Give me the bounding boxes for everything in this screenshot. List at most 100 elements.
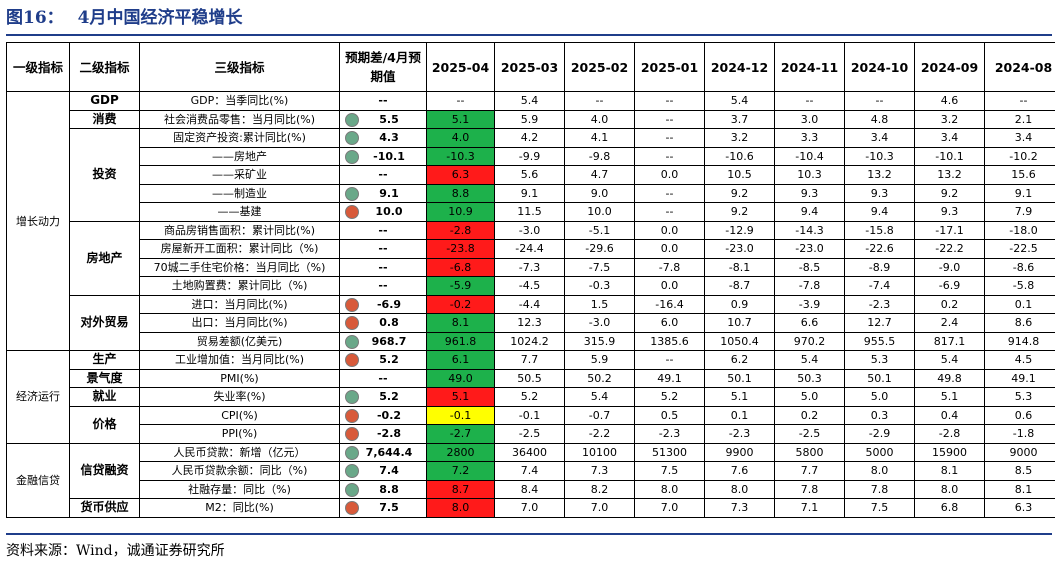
history-value: 8.5	[984, 461, 1055, 481]
figure-title: 图16： 4月中国经济平稳增长	[6, 4, 243, 32]
history-value: --	[774, 91, 845, 111]
history-value: -0.7	[564, 405, 635, 425]
table-row: 房地产 商品房销售面积：累计同比(%) -- -2.8 -3.0 -5.1 0.0 -12.9…	[7, 220, 1055, 296]
history-value: 9.3	[774, 183, 845, 203]
current-month-value: 49.0	[426, 368, 495, 388]
history-value: 11.5	[494, 202, 565, 222]
history-value: --	[634, 183, 705, 203]
table-row: 增长动力 GDP GDP：当季同比(%) -- -- 5.4 -- -- 5.4 -- -- 4.6-…	[6, 91, 1055, 351]
expectation-value: -6.9	[376, 297, 402, 311]
history-value: 0.0	[634, 239, 705, 259]
level2-indicator: 消费	[69, 109, 140, 129]
expectation-cell: 5.5	[339, 109, 427, 129]
history-value: 7.0	[494, 498, 565, 518]
history-value: 9.1	[494, 183, 565, 203]
history-value: 7.0	[564, 498, 635, 518]
history-value: 7.4	[494, 461, 565, 481]
history-value: -0.3	[564, 276, 635, 296]
table-row: ——采矿业 -- 6.3 5.6 4.7 0.0 10.5 10.3 13.2 13.2 15.6	[7, 165, 1055, 185]
history-value: 49.1	[634, 368, 705, 388]
level3-indicator: ——房地产	[139, 146, 340, 166]
table-row: 消费 社会消费品零售：当月同比(%) 5.5 5.1 5.9 4.0 -- 3.7 3.0 4.8…	[7, 109, 1055, 129]
history-value: 3.2	[914, 109, 985, 129]
history-value: -29.6	[564, 239, 635, 259]
history-value: -18.0	[984, 220, 1055, 240]
history-value: -5.1	[564, 220, 635, 240]
history-value: -8.7	[704, 276, 775, 296]
history-value: -0.1	[494, 405, 565, 425]
beat-indicator-icon	[345, 445, 359, 460]
history-value: 5.3	[844, 350, 915, 370]
header-row: 一级指标 二级指标 三级指标 预期差/4月预期值 2025-04 2025-03 2025-…	[6, 42, 1055, 92]
expectation-cell: 7.5	[339, 498, 427, 518]
history-value: -8.9	[844, 257, 915, 277]
history-value: 970.2	[774, 331, 845, 351]
current-month-value: 4.0	[426, 128, 495, 148]
history-value: 1.5	[564, 294, 635, 314]
level3-indicator: 房屋新开工面积：累计同比（%)	[139, 239, 340, 259]
history-value: 6.8	[914, 498, 985, 518]
history-value: -17.1	[914, 220, 985, 240]
history-value: -2.2	[564, 424, 635, 444]
history-value: -10.6	[704, 146, 775, 166]
history-value: 6.0	[634, 313, 705, 333]
expectation-cell: 0.8	[339, 313, 427, 333]
history-value: --	[634, 128, 705, 148]
beat-indicator-icon	[345, 112, 359, 127]
history-value: -7.8	[774, 276, 845, 296]
history-value: 4.8	[844, 109, 915, 129]
history-value: 9.3	[844, 183, 915, 203]
expectation-cell: 9.1	[339, 183, 427, 203]
history-value: 9000	[984, 442, 1055, 462]
expectation-cell: -2.8	[339, 424, 427, 444]
history-value: 3.7	[704, 109, 775, 129]
table-row: 景气度 PMI(%) -- 49.0 50.5 50.2 49.1 50.1 50.3 50.1 4…	[7, 368, 1055, 388]
history-value: 0.0	[634, 165, 705, 185]
history-value: -3.9	[774, 294, 845, 314]
history-value: 9.1	[984, 183, 1055, 203]
history-value: 10.0	[564, 202, 635, 222]
current-month-value: -10.3	[426, 146, 495, 166]
history-value: 5.1	[704, 387, 775, 407]
table-row: ——基建 10.0 10.9 11.5 10.0 -- 9.2 9.4 9.4 9.3 7.9	[7, 202, 1055, 222]
history-value: --	[634, 202, 705, 222]
column-header: 2025-01	[634, 42, 705, 92]
history-value: -12.9	[704, 220, 775, 240]
expectation-value: -0.2	[376, 408, 402, 422]
table-row: 人民币贷款余额：同比（%) 7.4 7.2 7.4 7.3 7.5 7.6 7.7 8.0 8.1…	[7, 461, 1055, 481]
expectation-value: 4.3	[379, 131, 399, 145]
history-value: 9.3	[914, 202, 985, 222]
history-value: -23.0	[774, 239, 845, 259]
level2-indicator: 对外贸易	[69, 294, 140, 351]
history-value: -2.3	[704, 424, 775, 444]
history-value: 5.3	[984, 387, 1055, 407]
history-value: 7.7	[494, 350, 565, 370]
level3-indicator: M2：同比(%)	[139, 498, 340, 518]
expectation-cell: 968.7	[339, 331, 427, 351]
current-month-value: 2800	[426, 442, 495, 462]
history-value: 49.1	[984, 368, 1055, 388]
history-value: -9.9	[494, 146, 565, 166]
history-value: 50.1	[704, 368, 775, 388]
current-month-value: 5.1	[426, 109, 495, 129]
history-value: 2.1	[984, 109, 1055, 129]
table-row: 货币供应 M2：同比(%) 7.5 8.0 7.0 7.0 7.0 7.3 7.1 7.5 6.8 6…	[7, 498, 1055, 518]
expectation-value: --	[378, 371, 388, 385]
history-value: 7.3	[704, 498, 775, 518]
table-row: 土地购置费：累计同比（%) -- -5.9 -4.5 -0.3 0.0 -8.7 -7.8 -7…	[7, 276, 1055, 296]
level3-indicator: 社会消费品零售：当月同比(%)	[139, 109, 340, 129]
level3-indicator: 工业增加值：当月同比(%)	[139, 350, 340, 370]
history-value: --	[634, 91, 705, 111]
history-value: 13.2	[914, 165, 985, 185]
history-value: 8.6	[984, 313, 1055, 333]
source-note: 资料来源：Wind，诚通证券研究所	[6, 533, 1052, 560]
history-value: -22.5	[984, 239, 1055, 259]
history-value: 0.4	[914, 405, 985, 425]
history-value: 4.6	[914, 91, 985, 111]
level3-indicator: ——基建	[139, 202, 340, 222]
miss-indicator-icon	[345, 501, 359, 515]
level2-indicator: 房地产	[69, 220, 140, 296]
miss-indicator-icon	[345, 427, 359, 441]
table-row: 投资 固定资产投资:累计同比(%) 4.3 4.0 4.2 4.1 -- 3.2 3.3 3.4 3…	[7, 128, 1055, 222]
history-value: --	[564, 91, 635, 111]
